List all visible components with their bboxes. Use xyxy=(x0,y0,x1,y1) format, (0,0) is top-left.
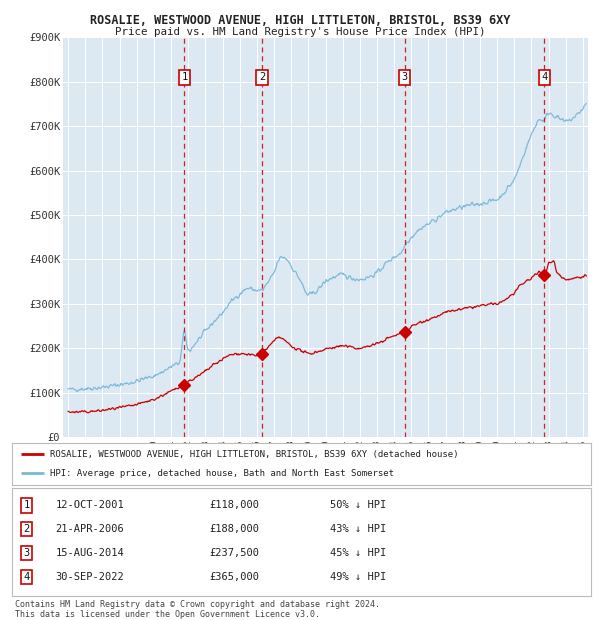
Text: 30-SEP-2022: 30-SEP-2022 xyxy=(55,572,124,582)
Text: ROSALIE, WESTWOOD AVENUE, HIGH LITTLETON, BRISTOL, BS39 6XY: ROSALIE, WESTWOOD AVENUE, HIGH LITTLETON… xyxy=(90,14,510,27)
Text: 2: 2 xyxy=(259,72,265,82)
Text: 4: 4 xyxy=(23,572,29,582)
Text: 49% ↓ HPI: 49% ↓ HPI xyxy=(331,572,387,582)
Text: Contains HM Land Registry data © Crown copyright and database right 2024.
This d: Contains HM Land Registry data © Crown c… xyxy=(15,600,380,619)
Text: 15-AUG-2014: 15-AUG-2014 xyxy=(55,548,124,558)
Text: £365,000: £365,000 xyxy=(209,572,259,582)
Text: 45% ↓ HPI: 45% ↓ HPI xyxy=(331,548,387,558)
Text: £118,000: £118,000 xyxy=(209,500,259,510)
Text: £188,000: £188,000 xyxy=(209,524,259,534)
Text: 21-APR-2006: 21-APR-2006 xyxy=(55,524,124,534)
Text: 3: 3 xyxy=(401,72,408,82)
Text: 12-OCT-2001: 12-OCT-2001 xyxy=(55,500,124,510)
Text: 50% ↓ HPI: 50% ↓ HPI xyxy=(331,500,387,510)
Text: HPI: Average price, detached house, Bath and North East Somerset: HPI: Average price, detached house, Bath… xyxy=(50,469,394,478)
Text: 1: 1 xyxy=(23,500,29,510)
Text: ROSALIE, WESTWOOD AVENUE, HIGH LITTLETON, BRISTOL, BS39 6XY (detached house): ROSALIE, WESTWOOD AVENUE, HIGH LITTLETON… xyxy=(50,450,458,459)
Text: 43% ↓ HPI: 43% ↓ HPI xyxy=(331,524,387,534)
Text: 3: 3 xyxy=(23,548,29,558)
Text: 4: 4 xyxy=(541,72,547,82)
Text: 2: 2 xyxy=(23,524,29,534)
Text: £237,500: £237,500 xyxy=(209,548,259,558)
Text: 1: 1 xyxy=(181,72,188,82)
Text: Price paid vs. HM Land Registry's House Price Index (HPI): Price paid vs. HM Land Registry's House … xyxy=(115,27,485,37)
